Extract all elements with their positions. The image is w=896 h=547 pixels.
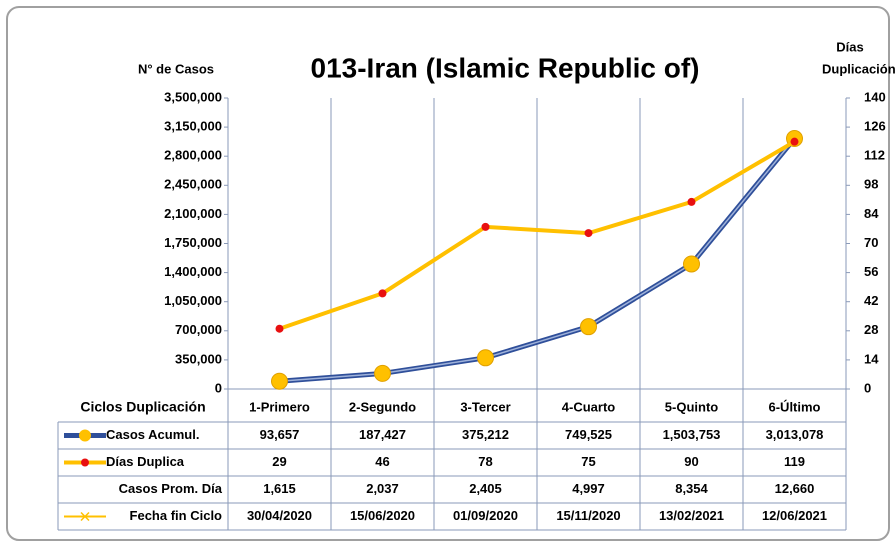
marker	[481, 222, 490, 231]
table-cell: 2,037	[366, 481, 399, 496]
table-cell: 29	[272, 454, 286, 469]
y-tick-label: 700,000	[175, 322, 222, 337]
legend-label: Días Duplica	[106, 454, 185, 469]
table-cell: 4,997	[572, 481, 605, 496]
table-cell: 15/06/2020	[350, 508, 415, 523]
y-axis-label: N° de Casos	[138, 61, 214, 76]
y-tick-label: 3,150,000	[164, 119, 222, 134]
marker	[580, 318, 597, 336]
marker	[683, 255, 700, 273]
table-cell: 8,354	[675, 481, 708, 496]
legend-marker	[79, 429, 91, 442]
y2-tick-label: 112	[864, 148, 885, 163]
table-cell: 119	[784, 454, 805, 469]
table-cell: 13/02/2021	[659, 508, 724, 523]
marker	[374, 364, 391, 382]
legend-label: Casos Acumul.	[106, 427, 199, 442]
series-line	[278, 139, 796, 331]
y2-tick-label: 0	[864, 380, 871, 395]
table-cell: 375,212	[462, 427, 509, 442]
table-cell: 75	[581, 454, 595, 469]
y2-tick-label: 42	[864, 293, 878, 308]
x-tick-label: 2-Segundo	[349, 399, 416, 414]
y2-tick-label: 98	[864, 177, 878, 192]
y-tick-label: 0	[215, 380, 222, 395]
table-cell: 12,660	[775, 481, 815, 496]
marker	[275, 324, 284, 333]
table-cell: 93,657	[260, 427, 300, 442]
table-cell: 3,013,078	[766, 427, 824, 442]
series-line-inner	[279, 138, 796, 382]
y2-tick-label: 14	[864, 351, 879, 366]
y2-axis-label: Días	[836, 39, 863, 54]
y2-tick-label: 28	[864, 322, 878, 337]
table-cell: 12/06/2021	[762, 508, 827, 523]
legend-marker	[80, 511, 90, 522]
marker	[584, 229, 593, 238]
table-cell: 01/09/2020	[453, 508, 518, 523]
x-tick-label: 6-Último	[769, 399, 821, 414]
y2-tick-label: 56	[864, 264, 878, 279]
table-cell: 15/11/2020	[556, 508, 620, 523]
x-tick-label: 5-Quinto	[665, 399, 718, 414]
y2-tick-label: 126	[864, 119, 886, 134]
marker	[790, 137, 799, 146]
x-tick-label: 1-Primero	[249, 399, 310, 414]
y-tick-label: 1,050,000	[164, 293, 222, 308]
y-tick-label: 350,000	[175, 351, 222, 366]
marker	[687, 197, 696, 206]
table-cell: 78	[478, 454, 492, 469]
marker	[477, 349, 494, 367]
x-tick-label: 3-Tercer	[460, 399, 510, 414]
row-label: Fecha fin Ciclo	[130, 508, 223, 523]
marker	[378, 289, 387, 298]
y-tick-label: 2,100,000	[164, 206, 222, 221]
y-tick-label: 3,500,000	[164, 89, 222, 104]
row-label: Casos Prom. Día	[119, 481, 223, 496]
y-tick-label: 1,400,000	[164, 264, 222, 279]
table-cell: 90	[684, 454, 698, 469]
legend-marker	[81, 458, 89, 467]
y-tick-label: 2,800,000	[164, 148, 222, 163]
y2-tick-label: 70	[864, 235, 878, 250]
x-axis-label: Ciclos Duplicación	[80, 399, 205, 415]
table-cell: 46	[375, 454, 389, 469]
table-cell: 187,427	[359, 427, 406, 442]
table-cell: 2,405	[469, 481, 502, 496]
y2-axis-label: Duplicación	[822, 61, 896, 76]
x-tick-label: 4-Cuarto	[562, 399, 616, 414]
y2-tick-label: 140	[864, 89, 886, 104]
y-tick-label: 2,450,000	[164, 177, 222, 192]
table-cell: 30/04/2020	[247, 508, 312, 523]
chart-title: 013-Iran (Islamic Republic of)	[311, 52, 700, 83]
marker	[271, 372, 288, 390]
table-cell: 1,503,753	[663, 427, 721, 442]
y2-tick-label: 84	[864, 206, 879, 221]
y-tick-label: 1,750,000	[164, 235, 222, 250]
table-cell: 749,525	[565, 427, 612, 442]
table-cell: 1,615	[263, 481, 296, 496]
